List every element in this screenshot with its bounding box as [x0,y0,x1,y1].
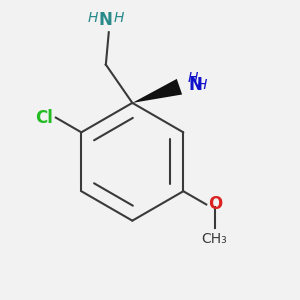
Text: N: N [188,76,202,94]
Text: H: H [188,71,198,85]
Polygon shape [132,79,182,103]
Text: N: N [99,11,113,29]
Text: H: H [87,11,98,25]
Text: Cl: Cl [35,109,53,127]
Text: CH₃: CH₃ [202,232,227,246]
Text: H: H [114,11,124,25]
Text: O: O [208,196,222,214]
Text: H: H [197,78,207,92]
